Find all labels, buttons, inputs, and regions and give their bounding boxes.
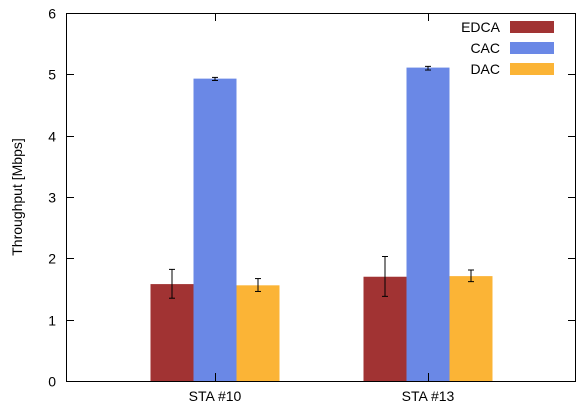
y-tick-label: 6 (48, 6, 56, 22)
bar-dac-2 (449, 276, 493, 381)
legend-label-edca: EDCA (461, 19, 501, 35)
y-tick-label: 3 (48, 190, 56, 206)
y-tick-label: 4 (48, 129, 56, 145)
bar-marks (150, 65, 493, 382)
bar-cac-2 (406, 67, 450, 381)
legend: EDCA CAC DAC (461, 19, 554, 77)
y-tick-label: 2 (48, 251, 56, 267)
bar-edca-1 (150, 284, 194, 381)
legend-label-cac: CAC (470, 40, 500, 56)
y-tick-label: 1 (48, 313, 56, 329)
x-axis: STA #10 STA #13 (189, 13, 455, 404)
legend-label-dac: DAC (470, 61, 500, 77)
legend-swatch-edca (510, 21, 554, 33)
bar-cac-1 (193, 78, 237, 382)
legend-swatch-dac (510, 63, 554, 75)
x-tick-label: STA #13 (402, 388, 455, 404)
legend-swatch-cac (510, 42, 554, 54)
bar-dac-1 (236, 285, 280, 381)
y-axis-label: Throughput [Mbps] (9, 138, 25, 256)
y-tick-label: 0 (48, 374, 56, 390)
x-tick-label: STA #10 (189, 388, 242, 404)
y-tick-label: 5 (48, 67, 56, 83)
y-axis: 0 1 2 3 4 5 6 (48, 6, 576, 390)
